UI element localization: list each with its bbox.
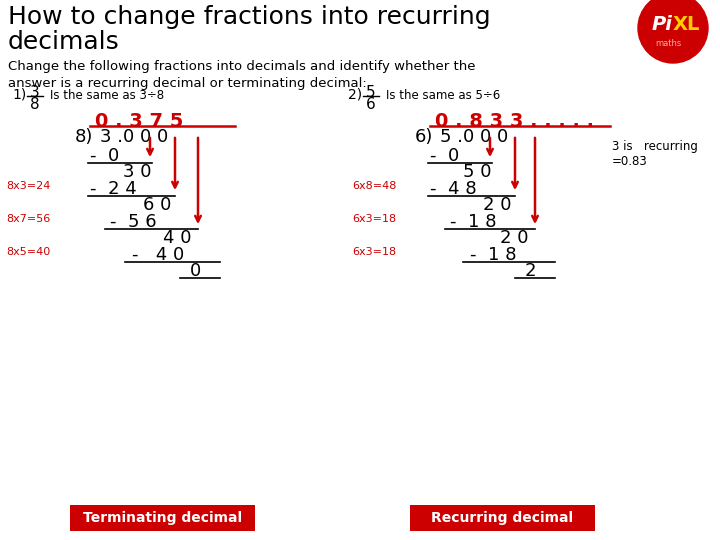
Text: 3 is   recurring: 3 is recurring — [612, 140, 698, 153]
Text: 6): 6) — [415, 128, 433, 146]
Text: 8x3=24: 8x3=24 — [6, 181, 50, 191]
Bar — [70, 505, 255, 531]
Text: -  4 8: - 4 8 — [430, 180, 477, 198]
Text: 6 0: 6 0 — [143, 196, 171, 214]
Text: 1): 1) — [12, 88, 26, 102]
Text: 3 .0 0 0: 3 .0 0 0 — [100, 128, 168, 146]
Text: 0: 0 — [190, 262, 202, 280]
Text: 2 0: 2 0 — [483, 196, 511, 214]
Text: 8: 8 — [30, 97, 40, 112]
Text: Recurring decimal: Recurring decimal — [431, 511, 574, 525]
Text: decimals: decimals — [8, 30, 120, 54]
Circle shape — [638, 0, 708, 63]
Text: 2 0: 2 0 — [500, 229, 528, 247]
Text: XL: XL — [673, 15, 701, 33]
Text: maths: maths — [655, 39, 681, 49]
Text: 2: 2 — [525, 262, 536, 280]
Text: -  5 6: - 5 6 — [110, 213, 157, 231]
Text: 0 . 3 7 5: 0 . 3 7 5 — [95, 112, 184, 131]
Text: 3 0: 3 0 — [123, 163, 151, 181]
Text: =0.83̇: =0.83̇ — [612, 155, 648, 168]
Text: Is the same as 5÷6: Is the same as 5÷6 — [386, 89, 500, 102]
Text: -  0: - 0 — [90, 147, 120, 165]
Text: Is the same as 3÷8: Is the same as 3÷8 — [50, 89, 164, 102]
Text: -  1 8: - 1 8 — [450, 213, 497, 231]
Text: 3: 3 — [30, 85, 40, 100]
Text: 5 0: 5 0 — [463, 163, 492, 181]
Text: -   4 0: - 4 0 — [132, 246, 184, 264]
Text: Pi: Pi — [652, 15, 672, 33]
Text: 5: 5 — [366, 85, 376, 100]
Text: 0 . 8 3 3 . . . . .: 0 . 8 3 3 . . . . . — [435, 112, 594, 131]
Text: 2): 2) — [348, 88, 362, 102]
Bar — [410, 505, 595, 531]
Text: 8): 8) — [75, 128, 94, 146]
Text: -  2 4: - 2 4 — [90, 180, 137, 198]
Text: 6x3=18: 6x3=18 — [352, 214, 396, 224]
Text: 4 0: 4 0 — [163, 229, 192, 247]
Text: Change the following fractions into decimals and identify whether the
answer is : Change the following fractions into deci… — [8, 60, 475, 90]
Text: Terminating decimal: Terminating decimal — [83, 511, 242, 525]
Text: 8x7=56: 8x7=56 — [6, 214, 50, 224]
Text: 6x8=48: 6x8=48 — [352, 181, 397, 191]
Text: 5 .0 0 0: 5 .0 0 0 — [440, 128, 508, 146]
Text: 6x3=18: 6x3=18 — [352, 247, 396, 257]
Text: -  1 8: - 1 8 — [470, 246, 516, 264]
Text: 8x5=40: 8x5=40 — [6, 247, 50, 257]
Text: How to change fractions into recurring: How to change fractions into recurring — [8, 5, 490, 29]
Text: 6: 6 — [366, 97, 376, 112]
Text: -  0: - 0 — [430, 147, 459, 165]
